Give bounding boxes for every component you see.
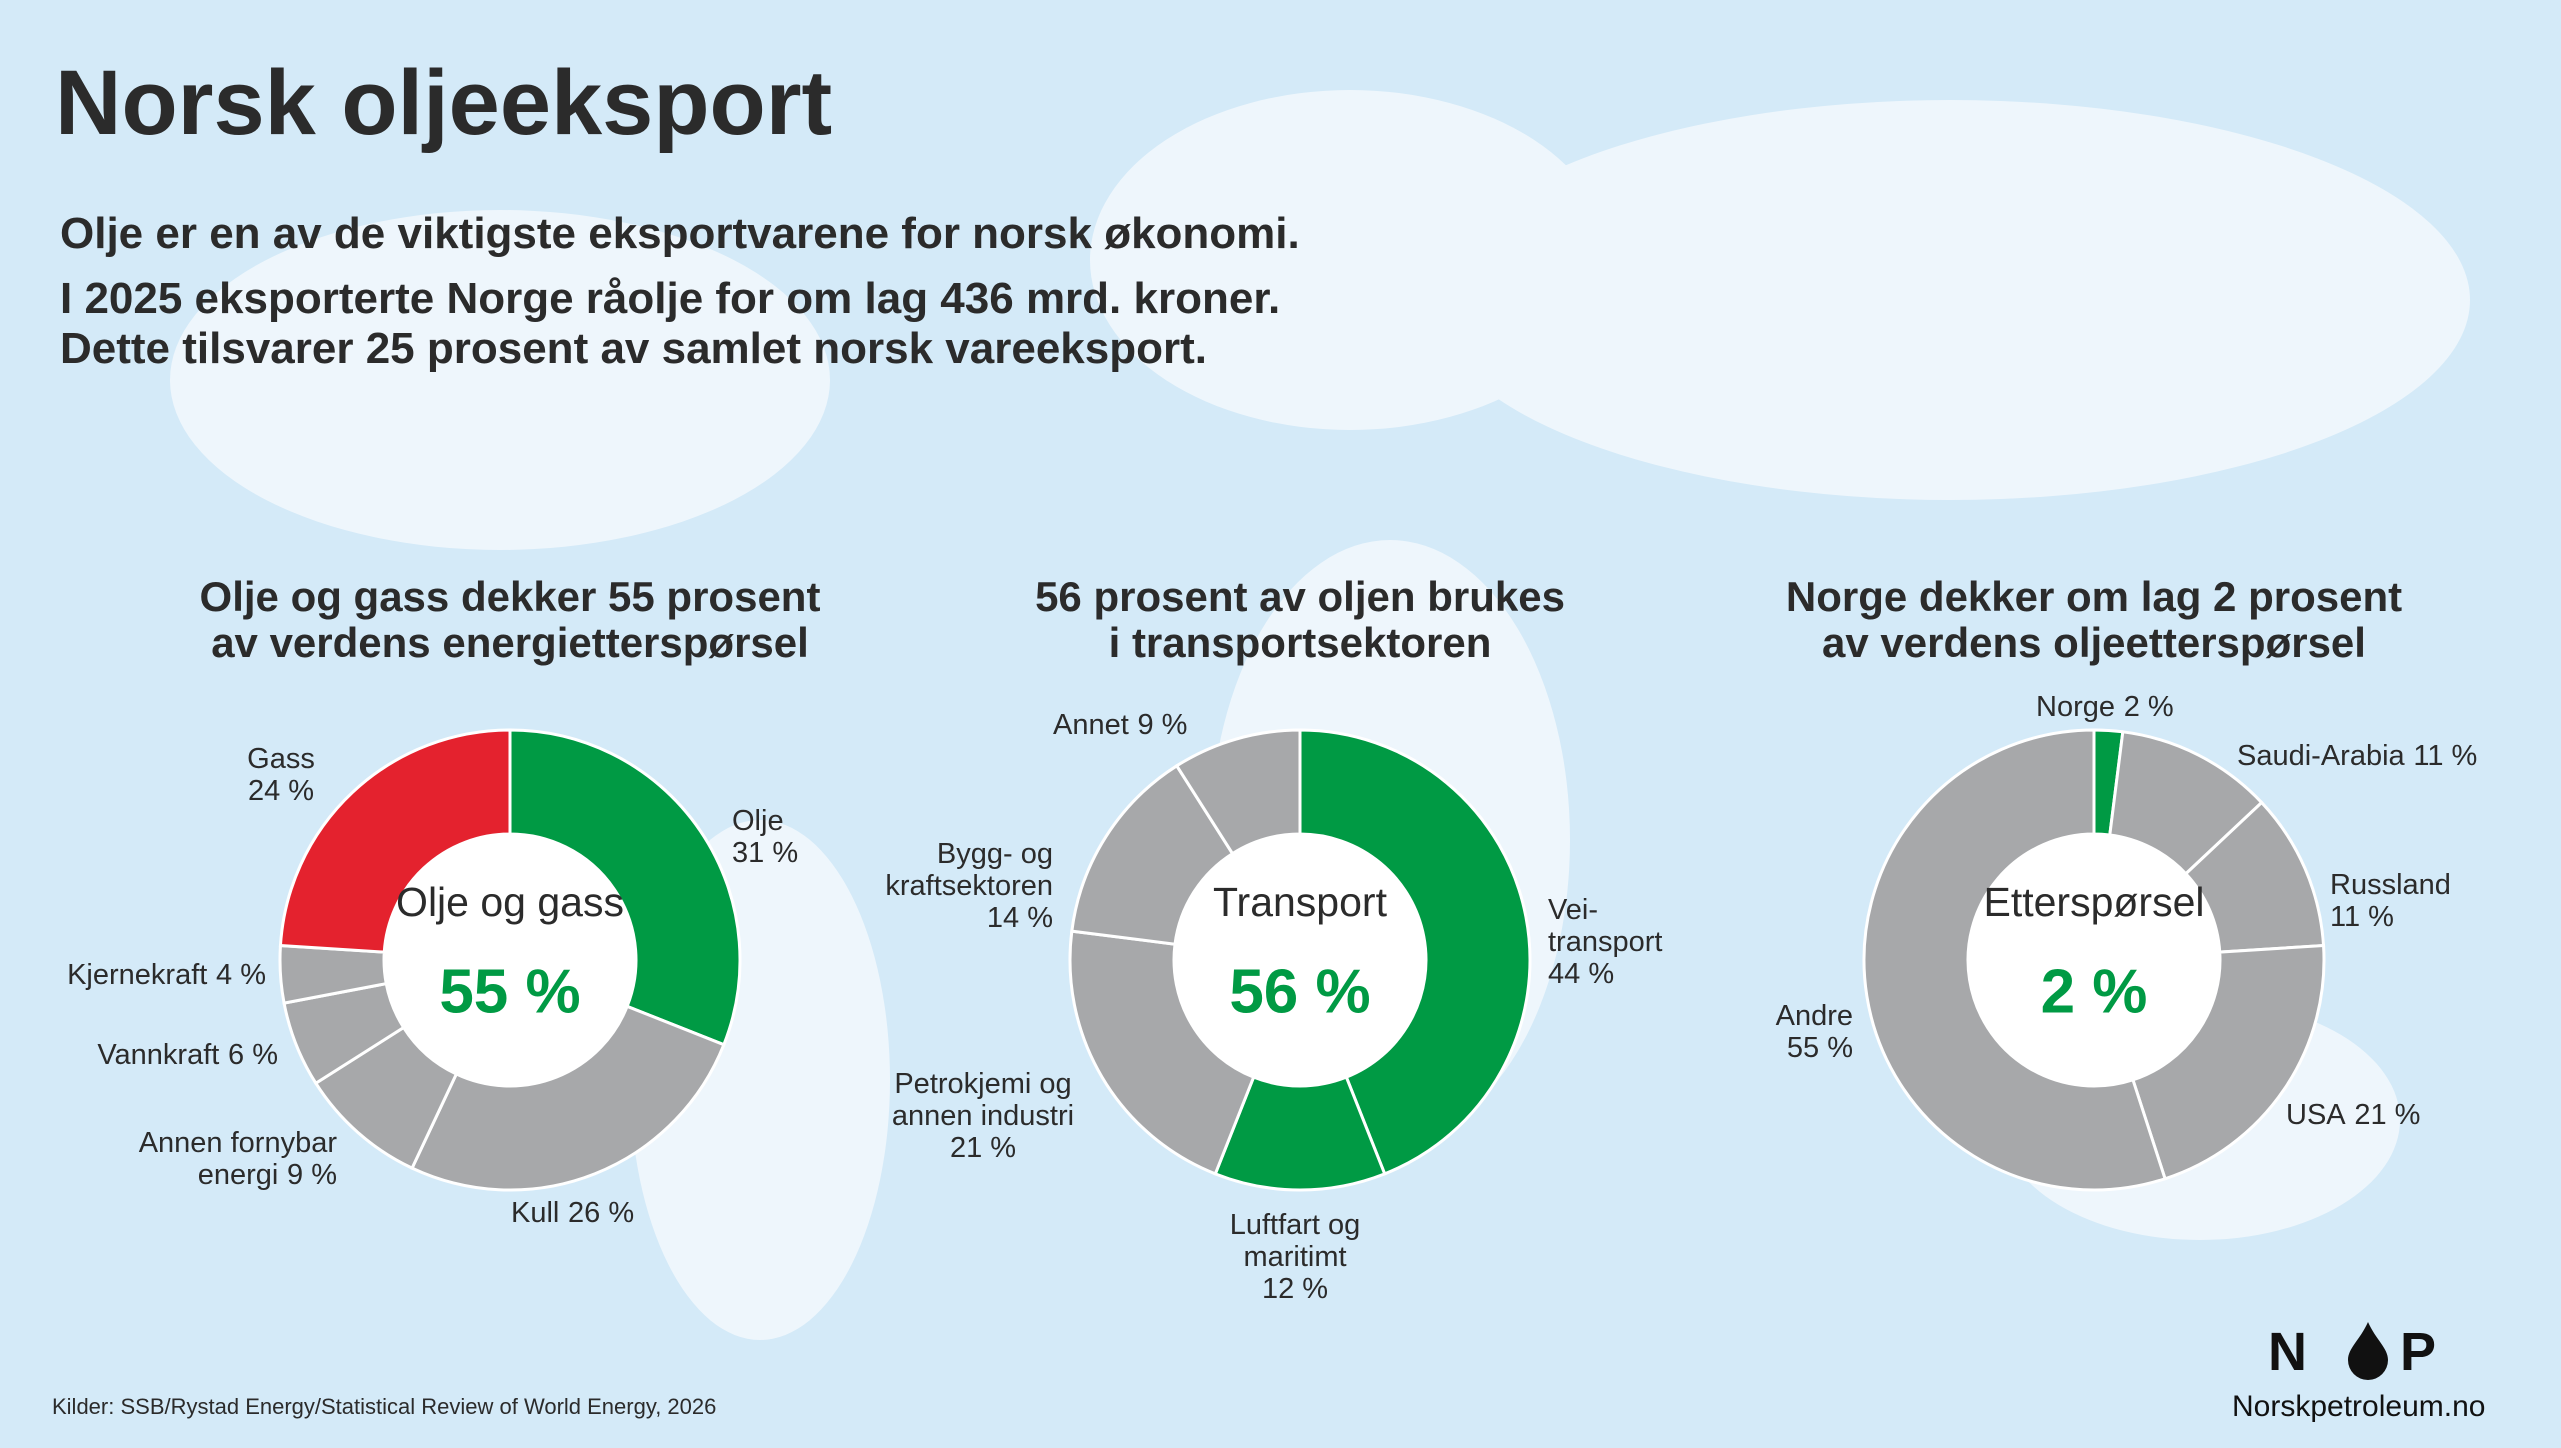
value-label: 9 % xyxy=(287,1159,337,1191)
slice-label: USA 21 % xyxy=(2286,1099,2420,1131)
category-label: Gass xyxy=(247,743,315,775)
donut-slice xyxy=(1068,929,1256,1176)
slice-label: Olje 31 % xyxy=(732,805,798,869)
category-label: Bygg- og kraftsektoren xyxy=(885,838,1053,902)
category-label: Vei- transport xyxy=(1548,894,1663,958)
slice-label: Annet 9 % xyxy=(1053,709,1187,741)
donut-slice xyxy=(508,728,742,1047)
center-label: Olje og gass xyxy=(396,879,624,925)
center-label: Transport xyxy=(1213,879,1388,925)
donut-slice xyxy=(1174,728,1302,856)
slice-label: Luftfart og maritimt 12 % xyxy=(1230,1209,1361,1305)
category-label: Annen fornybar energi xyxy=(138,1127,337,1191)
value-label: 14 % xyxy=(986,902,1053,934)
title: Norsk oljeeksport xyxy=(55,52,832,154)
value-label: 2 % xyxy=(2123,691,2174,723)
slice-label: Petrokjemi og annen industri 21 % xyxy=(892,1068,1074,1164)
value-label: 11 % xyxy=(2330,901,2394,933)
category-label: Olje xyxy=(732,805,784,837)
center-label: Etterspørsel xyxy=(1984,879,2205,925)
category-label: Kjernekraft xyxy=(67,959,208,991)
category-label: Andre xyxy=(1775,1000,1853,1032)
logo-site: Norskpetroleum.no xyxy=(2232,1390,2485,1423)
slice-label: Russland 11 % xyxy=(2330,869,2451,933)
value-label: 21 % xyxy=(2354,1099,2421,1131)
value-label: 21 % xyxy=(949,1132,1017,1164)
slice-label: Saudi-Arabia 11 % xyxy=(2237,740,2477,772)
value-label: 4 % xyxy=(216,959,266,991)
value-label: 6 % xyxy=(228,1039,278,1071)
chart-title: 56 prosent av oljen brukes xyxy=(1035,573,1565,620)
value-label: 44 % xyxy=(1548,958,1615,990)
chart-title: i transportsektoren xyxy=(1109,619,1492,666)
slice-label: Norge 2 % xyxy=(2036,691,2174,723)
slice-label: Andre 55 % xyxy=(1776,1000,1853,1064)
value-label: 55 % xyxy=(1786,1032,1853,1064)
category-label: Annet xyxy=(1053,709,1129,741)
chart-title: av verdens oljeetterspørsel xyxy=(1822,619,2366,666)
category-label: Petrokjemi og annen industri xyxy=(891,1068,1075,1132)
category-label: Luftfart og maritimt xyxy=(1229,1209,1361,1273)
value-label: 31 % xyxy=(732,837,799,869)
logo-drop xyxy=(2348,1322,2388,1380)
subtitle-line: I 2025 eksporterte Norge råolje for om l… xyxy=(60,274,1280,323)
chart-title: av verdens energietterspørsel xyxy=(211,619,809,666)
donut-hole xyxy=(1175,835,1425,1085)
value-label: 9 % xyxy=(1137,709,1188,741)
category-label: Norge xyxy=(2036,691,2115,723)
slice-label: Vei- transport 44 % xyxy=(1548,894,1662,990)
slice-label: Kjernekraft 4 % xyxy=(67,959,266,991)
donut-slice xyxy=(2131,943,2326,1181)
subtitle-line: Olje er en av de viktigste eksportvarene… xyxy=(60,209,1300,258)
donut-hole xyxy=(1969,835,2219,1085)
donut-slice xyxy=(410,1004,726,1192)
center-value: 56 % xyxy=(1229,957,1370,1026)
donut-slice xyxy=(278,728,512,954)
center-value: 2 % xyxy=(2041,957,2148,1026)
center-value: 55 % xyxy=(439,957,580,1026)
logo-letter: N xyxy=(2268,1322,2307,1382)
chart-title: Norge dekker om lag 2 prosent xyxy=(1786,573,2402,620)
donut-slice xyxy=(1298,728,1532,1176)
slice-label: Gass 24 % xyxy=(247,743,315,807)
category-label: Kull xyxy=(511,1197,560,1229)
slice-label: Annen fornybar energi 9 % xyxy=(139,1127,337,1191)
value-label: 26 % xyxy=(568,1197,635,1229)
slice-label: Kull 26 % xyxy=(511,1197,634,1229)
value-label: 24 % xyxy=(247,775,315,807)
donut-slice xyxy=(1070,763,1235,946)
subtitle-line: Dette tilsvarer 25 prosent av samlet nor… xyxy=(60,324,1207,373)
category-label: Russland xyxy=(2330,869,2451,901)
slice-label: Bygg- og kraftsektoren 14 % xyxy=(885,838,1053,934)
logo-letter: P xyxy=(2400,1322,2436,1382)
value-label: 11 % xyxy=(2413,740,2478,772)
value-label: 12 % xyxy=(1261,1273,1329,1305)
category-label: USA xyxy=(2286,1099,2346,1131)
slice-label: Vannkraft 6 % xyxy=(97,1039,278,1071)
chart-title: Olje og gass dekker 55 prosent xyxy=(200,573,821,620)
category-label: Saudi-Arabia xyxy=(2237,740,2405,772)
donut-hole xyxy=(385,835,635,1085)
category-label: Vannkraft xyxy=(97,1039,220,1071)
donut-slice xyxy=(1862,728,2167,1192)
source: Kilder: SSB/Rystad Energy/Statistical Re… xyxy=(52,1394,716,1419)
